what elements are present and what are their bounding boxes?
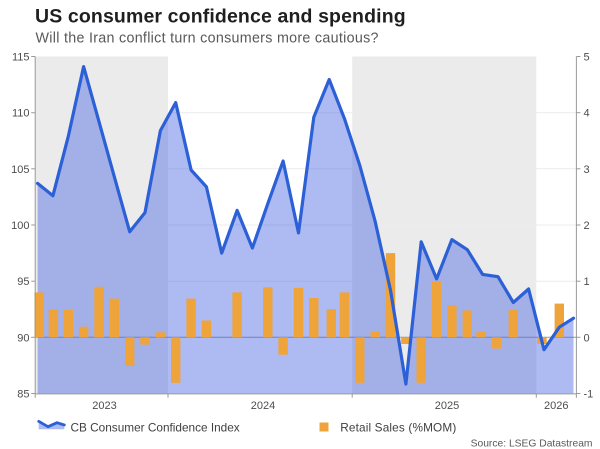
svg-text:Retail Sales (%MOM): Retail Sales (%MOM) — [340, 421, 456, 435]
svg-text:CB Consumer Confidence Index: CB Consumer Confidence Index — [71, 421, 240, 435]
svg-text:110: 110 — [12, 108, 30, 120]
svg-text:US consumer confidence and spe: US consumer confidence and spending — [35, 6, 406, 28]
svg-text:90: 90 — [17, 332, 29, 344]
svg-text:2025: 2025 — [435, 400, 459, 412]
svg-text:Source: LSEG Datastream: Source: LSEG Datastream — [471, 438, 593, 449]
svg-text:2023: 2023 — [92, 400, 116, 412]
svg-text:85: 85 — [17, 389, 29, 401]
svg-text:5: 5 — [584, 52, 590, 64]
svg-text:4: 4 — [584, 108, 590, 120]
svg-text:2024: 2024 — [251, 400, 275, 412]
svg-text:2: 2 — [584, 220, 590, 232]
svg-text:2026: 2026 — [544, 400, 568, 412]
svg-text:Will the Iran conflict turn co: Will the Iran conflict turn consumers mo… — [36, 31, 379, 47]
svg-text:100: 100 — [11, 220, 29, 232]
svg-text:105: 105 — [11, 164, 29, 176]
svg-text:95: 95 — [17, 276, 29, 288]
svg-text:0: 0 — [584, 332, 590, 344]
svg-text:-1: -1 — [584, 389, 594, 401]
svg-text:1: 1 — [584, 276, 590, 288]
svg-text:3: 3 — [584, 164, 590, 176]
svg-text:115: 115 — [12, 52, 30, 64]
